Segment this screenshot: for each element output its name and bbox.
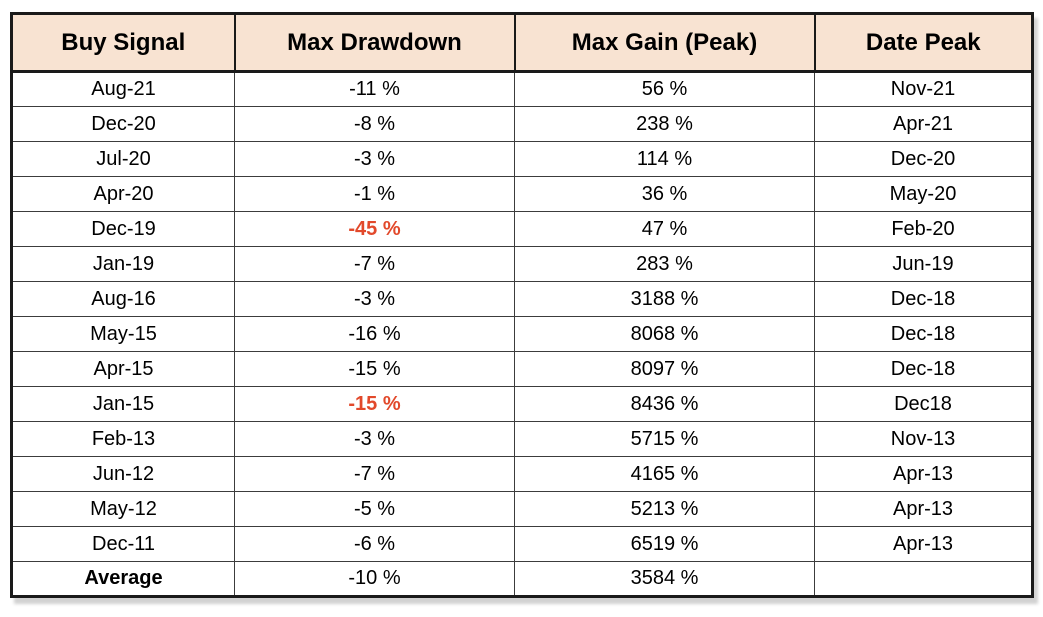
cell-date-peak: May-20 bbox=[814, 176, 1033, 212]
header-row: Buy Signal Max Drawdown Max Gain (Peak) Dat… bbox=[10, 12, 1034, 73]
cell-max-gain-peak: 36 % bbox=[514, 176, 815, 212]
column-header-max-gain-peak: Max Gain (Peak) bbox=[513, 12, 816, 73]
cell-max-gain-peak: 6519 % bbox=[514, 526, 815, 562]
table-row: Jul-20 -3 % 114 % Dec-20 bbox=[11, 141, 1033, 177]
column-header-buy-signal: Buy Signal bbox=[10, 12, 236, 73]
cell-max-drawdown: -45 % bbox=[234, 211, 515, 247]
cell-max-drawdown: -8 % bbox=[234, 106, 515, 142]
cell-buy-signal: Apr-15 bbox=[11, 351, 235, 387]
cell-date-peak: Apr-13 bbox=[814, 456, 1033, 492]
cell-buy-signal: Dec-19 bbox=[11, 211, 235, 247]
table-body: Aug-21 -11 % 56 % Nov-21 Dec-20 -8 % 238 % Apr-… bbox=[11, 71, 1033, 597]
cell-max-drawdown: -7 % bbox=[234, 456, 515, 492]
cell-date-peak: Dec-20 bbox=[814, 141, 1033, 177]
cell-date-peak: Jun-19 bbox=[814, 246, 1033, 282]
cell-max-gain-peak: 4165 % bbox=[514, 456, 815, 492]
column-header-date-peak: Date Peak bbox=[813, 12, 1034, 73]
cell-date-peak: Dec18 bbox=[814, 386, 1033, 422]
cell-max-gain-peak: 8436 % bbox=[514, 386, 815, 422]
table-row: Dec-11 -6 % 6519 % Apr-13 bbox=[11, 526, 1033, 562]
cell-date-peak: Apr-13 bbox=[814, 526, 1033, 562]
cell-max-gain-peak: 283 % bbox=[514, 246, 815, 282]
table-row: Jan-15 -15 % 8436 % Dec18 bbox=[11, 386, 1033, 422]
cell-max-drawdown: -3 % bbox=[234, 421, 515, 457]
table-row: Jun-12 -7 % 4165 % Apr-13 bbox=[11, 456, 1033, 492]
cell-date-peak: Nov-13 bbox=[814, 421, 1033, 457]
cell-max-drawdown: -6 % bbox=[234, 526, 515, 562]
cell-buy-signal: Apr-20 bbox=[11, 176, 235, 212]
cell-buy-signal: Dec-11 bbox=[11, 526, 235, 562]
table-row: Aug-21 -11 % 56 % Nov-21 bbox=[11, 71, 1033, 107]
cell-max-drawdown: -15 % bbox=[234, 386, 515, 422]
cell-buy-signal: Jan-19 bbox=[11, 246, 235, 282]
cell-buy-signal: Jul-20 bbox=[11, 141, 235, 177]
cell-max-gain-peak: 8068 % bbox=[514, 316, 815, 352]
cell-date-peak bbox=[814, 561, 1033, 597]
cell-max-drawdown: -10 % bbox=[234, 561, 515, 597]
cell-max-gain-peak: 3188 % bbox=[514, 281, 815, 317]
cell-date-peak: Nov-21 bbox=[814, 71, 1033, 107]
table-row: Jan-19 -7 % 283 % Jun-19 bbox=[11, 246, 1033, 282]
table-row: Apr-15 -15 % 8097 % Dec-18 bbox=[11, 351, 1033, 387]
cell-buy-signal: May-12 bbox=[11, 491, 235, 527]
cell-max-drawdown: -16 % bbox=[234, 316, 515, 352]
cell-max-gain-peak: 5715 % bbox=[514, 421, 815, 457]
cell-date-peak: Apr-21 bbox=[814, 106, 1033, 142]
average-row: Average -10 % 3584 % bbox=[11, 561, 1033, 597]
cell-max-drawdown: -3 % bbox=[234, 141, 515, 177]
cell-date-peak: Apr-13 bbox=[814, 491, 1033, 527]
cell-buy-signal: Average bbox=[11, 561, 235, 597]
cell-buy-signal: May-15 bbox=[11, 316, 235, 352]
cell-buy-signal: Jun-12 bbox=[11, 456, 235, 492]
cell-max-drawdown: -7 % bbox=[234, 246, 515, 282]
cell-max-gain-peak: 56 % bbox=[514, 71, 815, 107]
cell-max-gain-peak: 8097 % bbox=[514, 351, 815, 387]
cell-max-gain-peak: 238 % bbox=[514, 106, 815, 142]
cell-max-gain-peak: 114 % bbox=[514, 141, 815, 177]
table-row: May-15 -16 % 8068 % Dec-18 bbox=[11, 316, 1033, 352]
cell-buy-signal: Jan-15 bbox=[11, 386, 235, 422]
cell-date-peak: Dec-18 bbox=[814, 316, 1033, 352]
cell-max-drawdown: -1 % bbox=[234, 176, 515, 212]
cell-max-gain-peak: 5213 % bbox=[514, 491, 815, 527]
cell-date-peak: Dec-18 bbox=[814, 281, 1033, 317]
buy-signal-table: Buy Signal Max Drawdown Max Gain (Peak) Dat… bbox=[10, 12, 1034, 598]
column-header-max-drawdown: Max Drawdown bbox=[233, 12, 516, 73]
table-row: May-12 -5 % 5213 % Apr-13 bbox=[11, 491, 1033, 527]
table-row: Feb-13 -3 % 5715 % Nov-13 bbox=[11, 421, 1033, 457]
cell-buy-signal: Dec-20 bbox=[11, 106, 235, 142]
cell-max-drawdown: -11 % bbox=[234, 71, 515, 107]
cell-max-drawdown: -5 % bbox=[234, 491, 515, 527]
cell-max-drawdown: -15 % bbox=[234, 351, 515, 387]
cell-buy-signal: Feb-13 bbox=[11, 421, 235, 457]
cell-date-peak: Feb-20 bbox=[814, 211, 1033, 247]
cell-max-drawdown: -3 % bbox=[234, 281, 515, 317]
cell-buy-signal: Aug-16 bbox=[11, 281, 235, 317]
table-row: Apr-20 -1 % 36 % May-20 bbox=[11, 176, 1033, 212]
cell-max-gain-peak: 47 % bbox=[514, 211, 815, 247]
cell-buy-signal: Aug-21 bbox=[11, 71, 235, 107]
table-row: Aug-16 -3 % 3188 % Dec-18 bbox=[11, 281, 1033, 317]
table-row: Dec-19 -45 % 47 % Feb-20 bbox=[11, 211, 1033, 247]
table-row: Dec-20 -8 % 238 % Apr-21 bbox=[11, 106, 1033, 142]
cell-date-peak: Dec-18 bbox=[814, 351, 1033, 387]
cell-max-gain-peak: 3584 % bbox=[514, 561, 815, 597]
